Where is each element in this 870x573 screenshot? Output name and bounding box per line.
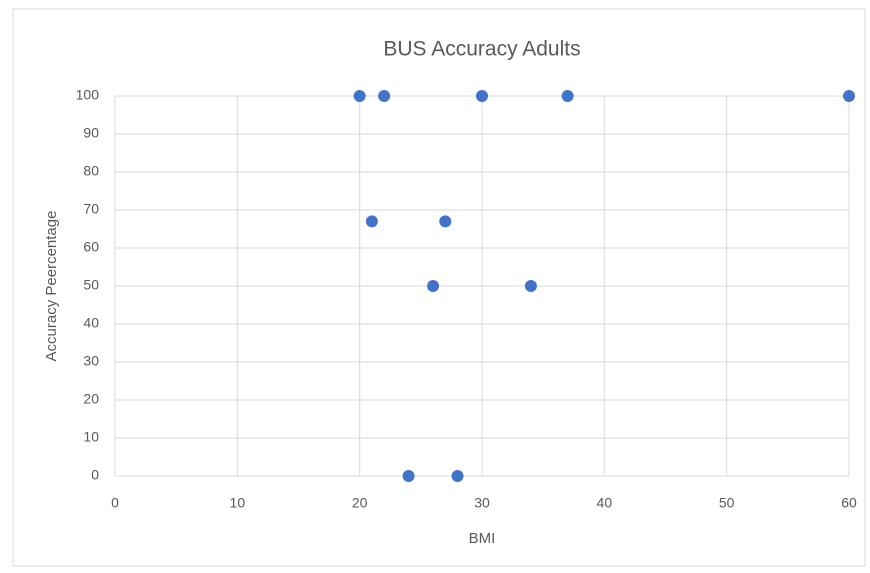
x-tick-label: 10 [230,495,246,511]
x-tick-label: 0 [111,495,119,511]
y-tick-label: 30 [83,353,99,369]
point [843,90,855,102]
y-tick-label: 0 [91,467,99,483]
point [402,470,415,482]
chart-title: BUS Accuracy Adults [383,38,580,61]
point [427,280,440,292]
point [365,215,378,228]
point [353,90,366,102]
x-tick-label: 60 [841,495,857,511]
x-tick-label: 30 [474,495,490,511]
y-tick-label: 50 [83,277,99,293]
point [439,215,452,228]
y-tick-label: 80 [83,163,99,179]
y-tick-label: 90 [83,125,99,141]
chart-border [12,8,866,567]
x-axis-label: BMI [469,530,496,547]
x-tick-label: 50 [719,495,735,511]
y-tick-label: 100 [76,87,100,103]
y-tick-label: 40 [83,315,99,331]
y-axis-label: Accuracy Peercentage [43,211,60,362]
point [561,90,574,102]
y-tick-label: 20 [83,391,99,407]
x-tick-label: 20 [352,495,368,511]
point [476,90,488,102]
y-tick-label: 70 [83,201,99,217]
x-tick-label: 40 [597,495,613,511]
point [378,90,391,102]
point [451,470,464,482]
y-tick-label: 10 [83,429,99,445]
y-tick-label: 60 [83,239,99,255]
point [524,280,537,292]
